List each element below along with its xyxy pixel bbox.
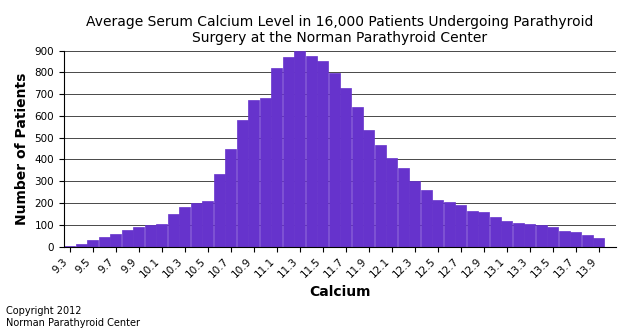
Bar [225, 149, 236, 247]
Bar [593, 238, 604, 247]
Bar [329, 73, 339, 247]
Bar [237, 120, 247, 247]
Bar [260, 99, 271, 247]
Bar [547, 227, 558, 247]
Bar [513, 223, 524, 247]
Bar [271, 68, 282, 247]
Bar [122, 230, 133, 247]
Bar [191, 203, 202, 247]
Bar [283, 57, 293, 247]
Bar [582, 235, 593, 247]
Text: Copyright 2012
Norman Parathyroid Center: Copyright 2012 Norman Parathyroid Center [6, 306, 140, 328]
Bar [421, 190, 432, 247]
Bar [202, 201, 213, 247]
Bar [455, 205, 466, 247]
Bar [306, 56, 317, 247]
Y-axis label: Number of Patients: Number of Patients [15, 72, 29, 225]
Bar [133, 227, 144, 247]
Bar [432, 200, 443, 247]
Bar [570, 232, 581, 247]
Bar [64, 246, 75, 247]
Bar [536, 225, 546, 247]
Bar [524, 224, 535, 247]
Bar [559, 231, 570, 247]
Bar [98, 237, 110, 247]
Bar [363, 130, 374, 247]
Bar [444, 202, 455, 247]
Bar [179, 208, 190, 247]
Bar [386, 159, 397, 247]
Bar [214, 174, 225, 247]
Bar [168, 214, 179, 247]
Bar [87, 240, 98, 247]
Bar [156, 224, 167, 247]
Bar [340, 88, 351, 247]
Bar [467, 211, 478, 247]
Bar [248, 100, 259, 247]
Bar [110, 234, 121, 247]
Bar [410, 181, 420, 247]
Bar [478, 212, 489, 247]
Bar [490, 217, 500, 247]
Title: Average Serum Calcium Level in 16,000 Patients Undergoing Parathyroid
Surgery at: Average Serum Calcium Level in 16,000 Pa… [86, 15, 594, 45]
Bar [398, 168, 409, 247]
X-axis label: Calcium: Calcium [309, 285, 370, 300]
Bar [375, 145, 386, 247]
Bar [351, 107, 363, 247]
Bar [501, 220, 512, 247]
Bar [317, 62, 328, 247]
Bar [294, 51, 305, 247]
Bar [76, 244, 86, 247]
Bar [144, 225, 156, 247]
